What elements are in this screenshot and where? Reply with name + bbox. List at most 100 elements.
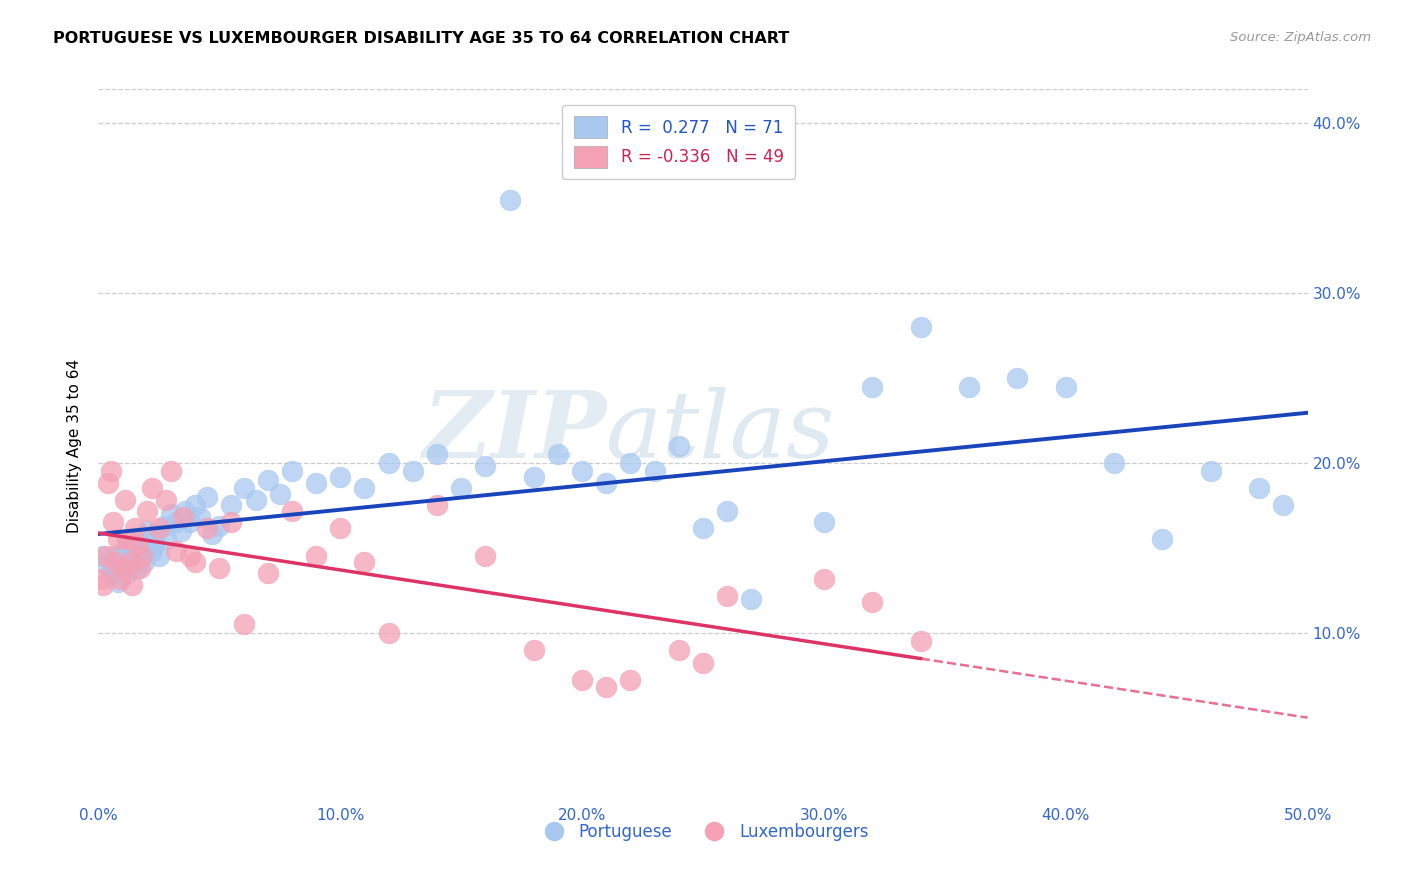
Point: [221, 516, 243, 530]
Point: [184, 555, 207, 569]
Point: [474, 459, 496, 474]
Point: [547, 448, 569, 462]
Point: [1199, 465, 1222, 479]
Point: [195, 490, 218, 504]
Text: atlas: atlas: [606, 387, 835, 476]
Point: [152, 519, 174, 533]
Point: [221, 499, 243, 513]
Point: [127, 537, 149, 551]
Point: [426, 499, 449, 513]
Point: [329, 520, 352, 534]
Point: [121, 541, 143, 555]
Point: [281, 503, 304, 517]
Point: [100, 566, 122, 581]
Point: [523, 643, 546, 657]
Point: [111, 555, 134, 569]
Legend: Portuguese, Luxembourgers: Portuguese, Luxembourgers: [530, 817, 876, 848]
Text: ZIP: ZIP: [422, 387, 606, 476]
Point: [135, 503, 157, 517]
Point: [131, 549, 153, 564]
Point: [523, 469, 546, 483]
Point: [716, 503, 738, 517]
Point: [134, 555, 156, 569]
Point: [160, 465, 183, 479]
Point: [571, 465, 593, 479]
Point: [169, 524, 191, 538]
Point: [160, 507, 183, 521]
Y-axis label: Disability Age 35 to 64: Disability Age 35 to 64: [67, 359, 83, 533]
Point: [128, 561, 150, 575]
Text: PORTUGUESE VS LUXEMBOURGER DISABILITY AGE 35 TO 64 CORRELATION CHART: PORTUGUESE VS LUXEMBOURGER DISABILITY AG…: [53, 31, 790, 46]
Point: [118, 558, 141, 572]
Point: [114, 544, 136, 558]
Point: [145, 527, 167, 541]
Point: [148, 520, 170, 534]
Point: [692, 657, 714, 671]
Point: [498, 193, 520, 207]
Point: [232, 482, 254, 496]
Point: [910, 320, 932, 334]
Point: [595, 476, 617, 491]
Point: [256, 566, 278, 581]
Point: [269, 486, 291, 500]
Point: [94, 549, 117, 564]
Point: [595, 680, 617, 694]
Point: [619, 673, 641, 688]
Point: [377, 626, 399, 640]
Point: [1007, 371, 1029, 385]
Point: [172, 510, 194, 524]
Point: [208, 561, 231, 575]
Point: [740, 591, 762, 606]
Point: [118, 555, 141, 569]
Point: [860, 379, 883, 393]
Point: [571, 673, 593, 688]
Point: [1272, 499, 1295, 513]
Point: [155, 533, 177, 547]
Point: [256, 473, 278, 487]
Point: [179, 516, 201, 530]
Point: [117, 566, 139, 581]
Point: [329, 469, 352, 483]
Point: [90, 572, 112, 586]
Point: [108, 572, 131, 586]
Point: [1152, 533, 1174, 547]
Point: [135, 524, 157, 538]
Text: Source: ZipAtlas.com: Source: ZipAtlas.com: [1230, 31, 1371, 45]
Point: [353, 482, 375, 496]
Point: [127, 561, 149, 575]
Point: [174, 503, 197, 517]
Point: [450, 482, 472, 496]
Point: [377, 456, 399, 470]
Point: [97, 476, 120, 491]
Point: [165, 544, 187, 558]
Point: [1249, 482, 1271, 496]
Point: [94, 558, 117, 572]
Point: [716, 589, 738, 603]
Point: [155, 493, 177, 508]
Point: [1054, 379, 1077, 393]
Point: [195, 520, 218, 534]
Point: [668, 643, 690, 657]
Point: [910, 634, 932, 648]
Point: [124, 549, 146, 564]
Point: [91, 578, 114, 592]
Point: [165, 516, 187, 530]
Point: [813, 516, 835, 530]
Point: [668, 439, 690, 453]
Point: [426, 448, 449, 462]
Point: [1102, 456, 1125, 470]
Point: [860, 595, 883, 609]
Point: [107, 574, 129, 589]
Point: [138, 533, 160, 547]
Point: [131, 544, 153, 558]
Point: [143, 537, 166, 551]
Point: [305, 476, 328, 491]
Point: [353, 555, 375, 569]
Point: [208, 519, 231, 533]
Point: [100, 465, 122, 479]
Point: [281, 465, 304, 479]
Point: [179, 549, 201, 564]
Point: [184, 499, 207, 513]
Point: [692, 520, 714, 534]
Point: [619, 456, 641, 470]
